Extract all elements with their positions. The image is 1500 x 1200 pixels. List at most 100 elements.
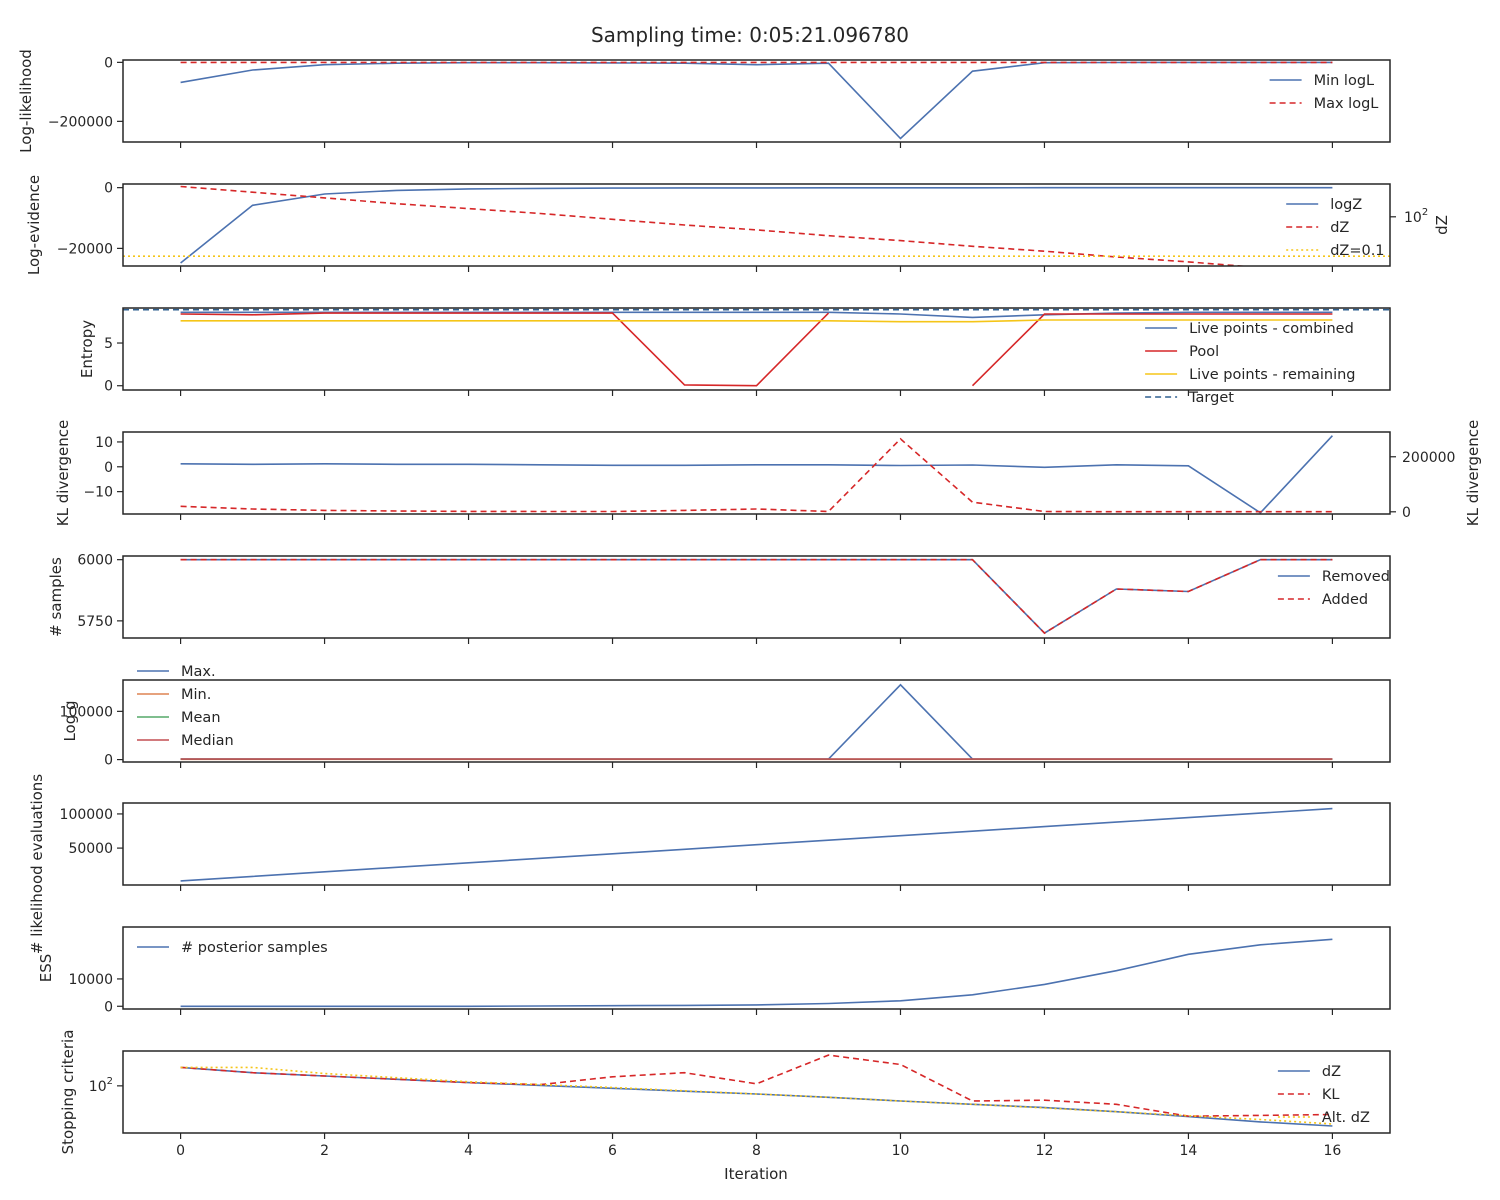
legend: Max. Min. Mean Median	[137, 664, 234, 749]
x-tick-label: 12	[1036, 1143, 1054, 1159]
y-axis-label: Entropy	[78, 320, 96, 378]
legend-label: # posterior samples	[181, 940, 328, 956]
panel-frame	[122, 679, 1391, 763]
y-tick-label: 5	[104, 336, 113, 352]
legend-label: Removed	[1322, 569, 1390, 585]
legend-label: Median	[181, 733, 234, 749]
x-tick-label: 2	[320, 1143, 329, 1159]
y-tick-label: 102	[89, 1076, 113, 1095]
series-line-max-	[180, 683, 1333, 760]
panel-9: 102 0 2 4 6 8 10 12 14 16 Stopping criteria dZ KL Alt…	[59, 1030, 1391, 1159]
y-tick-label: −20000	[57, 241, 113, 257]
series-line-added	[180, 558, 1333, 635]
legend: dZ KL Alt. dZ	[1277, 1064, 1370, 1126]
y-tick-label: 100000	[60, 807, 113, 823]
legend: Min logL Max logL	[1269, 73, 1379, 112]
series-group	[123, 185, 1390, 266]
legend-label: Min logL	[1314, 73, 1375, 89]
panel-frame	[122, 59, 1391, 143]
series-line-series-1	[180, 435, 1333, 514]
series-line-live-points-combined	[180, 311, 1333, 319]
y-tick-label: 0	[104, 753, 113, 769]
legend-label: Mean	[181, 710, 221, 726]
series-group	[180, 435, 1333, 514]
series-line-alt-dz	[180, 1066, 1333, 1125]
y-axis-label: Log g	[61, 700, 79, 741]
legend-label: dZ	[1330, 220, 1349, 236]
right-y-axis-label: dZ	[1433, 215, 1451, 235]
x-tick-label: 10	[892, 1143, 910, 1159]
y-tick-label: 0	[104, 999, 113, 1015]
y-axis-label: ESS	[37, 954, 55, 983]
series-line-series-1	[180, 807, 1333, 882]
y-tick-label: 0	[104, 181, 113, 197]
y-tick-label: −10	[83, 485, 113, 501]
y-axis-label: KL divergence	[54, 420, 72, 526]
panel-frame	[122, 555, 1391, 639]
y-axis-label: Log-evidence	[25, 175, 43, 275]
x-tick-label: 14	[1180, 1143, 1198, 1159]
series-group	[180, 558, 1333, 635]
x-tick-label: 16	[1323, 1143, 1341, 1159]
panel-frame	[122, 1050, 1391, 1134]
legend: logZ dZ dZ=0.1	[1286, 197, 1385, 259]
series-group	[123, 308, 1390, 387]
series-line-dz	[180, 1066, 1333, 1127]
x-axis-label: Iteration	[724, 1165, 788, 1183]
legend-label: Target	[1188, 390, 1234, 406]
y-axis-label: # likelihood evaluations	[28, 774, 46, 954]
series-group	[180, 1054, 1333, 1127]
x-tick-label: 4	[464, 1143, 473, 1159]
panel-4: 10 0 −10 200000 0 KL divergence KL divergence	[54, 420, 1482, 526]
panel-5: 6000 5750 # samples Removed Added	[47, 553, 1391, 644]
y-tick-label: 0	[104, 460, 113, 476]
x-tick-label: 8	[752, 1143, 761, 1159]
right-y-axis-label: KL divergence	[1464, 420, 1482, 526]
series-line-kl	[180, 1054, 1333, 1118]
legend-label: Max logL	[1314, 96, 1379, 112]
y-axis-label: # samples	[47, 557, 65, 637]
series-line--posterior-samples	[180, 938, 1333, 1008]
x-tick-label: 6	[608, 1143, 617, 1159]
series-group	[180, 807, 1333, 882]
series-group	[180, 61, 1333, 140]
series-line-removed	[180, 558, 1333, 635]
legend-label: Pool	[1189, 344, 1219, 360]
legend-label: Added	[1322, 592, 1368, 608]
right-y-tick-label: 0	[1402, 505, 1411, 521]
panel-2: 0 −20000 102 Log-evidence dZ logZ dZ dZ=0.1	[25, 175, 1451, 275]
y-tick-label: 50000	[68, 841, 113, 857]
y-tick-label: 10	[95, 435, 113, 451]
legend-label: Max.	[181, 664, 216, 680]
series-line-pool	[971, 313, 1333, 387]
series-line-dz	[180, 185, 1251, 266]
y-tick-label: 0	[104, 379, 113, 395]
legend-label: dZ=0.1	[1330, 243, 1384, 259]
x-tick-label: 0	[176, 1143, 185, 1159]
y-tick-label: 5750	[77, 614, 113, 630]
series-group	[180, 683, 1333, 761]
legend: # posterior samples	[137, 940, 328, 956]
series-line-logz	[180, 186, 1333, 264]
legend-label: dZ	[1322, 1064, 1341, 1080]
legend-label: logZ	[1330, 197, 1362, 213]
series-line-pool	[180, 312, 830, 387]
series-line-min-logl	[180, 61, 1333, 140]
series-group	[180, 938, 1333, 1008]
y-tick-label: 0	[104, 55, 113, 71]
right-y-tick-label: 102	[1404, 207, 1428, 226]
y-tick-label: 10000	[68, 972, 113, 988]
legend-label: Alt. dZ	[1322, 1110, 1370, 1126]
figure-title: Sampling time: 0:05:21.096780	[591, 23, 909, 47]
legend-label: Live points - combined	[1189, 321, 1354, 337]
y-axis-label: Log-likelihood	[17, 49, 35, 153]
panel-8: 10000 0 ESS # posterior samples	[37, 926, 1391, 1015]
y-tick-label: −200000	[48, 114, 113, 130]
panel-7: 100000 50000 # likelihood evaluations	[28, 774, 1391, 954]
series-line-live-points-remaining	[180, 319, 1333, 323]
legend-label: Min.	[181, 687, 211, 703]
series-line-series-2	[180, 437, 1333, 513]
